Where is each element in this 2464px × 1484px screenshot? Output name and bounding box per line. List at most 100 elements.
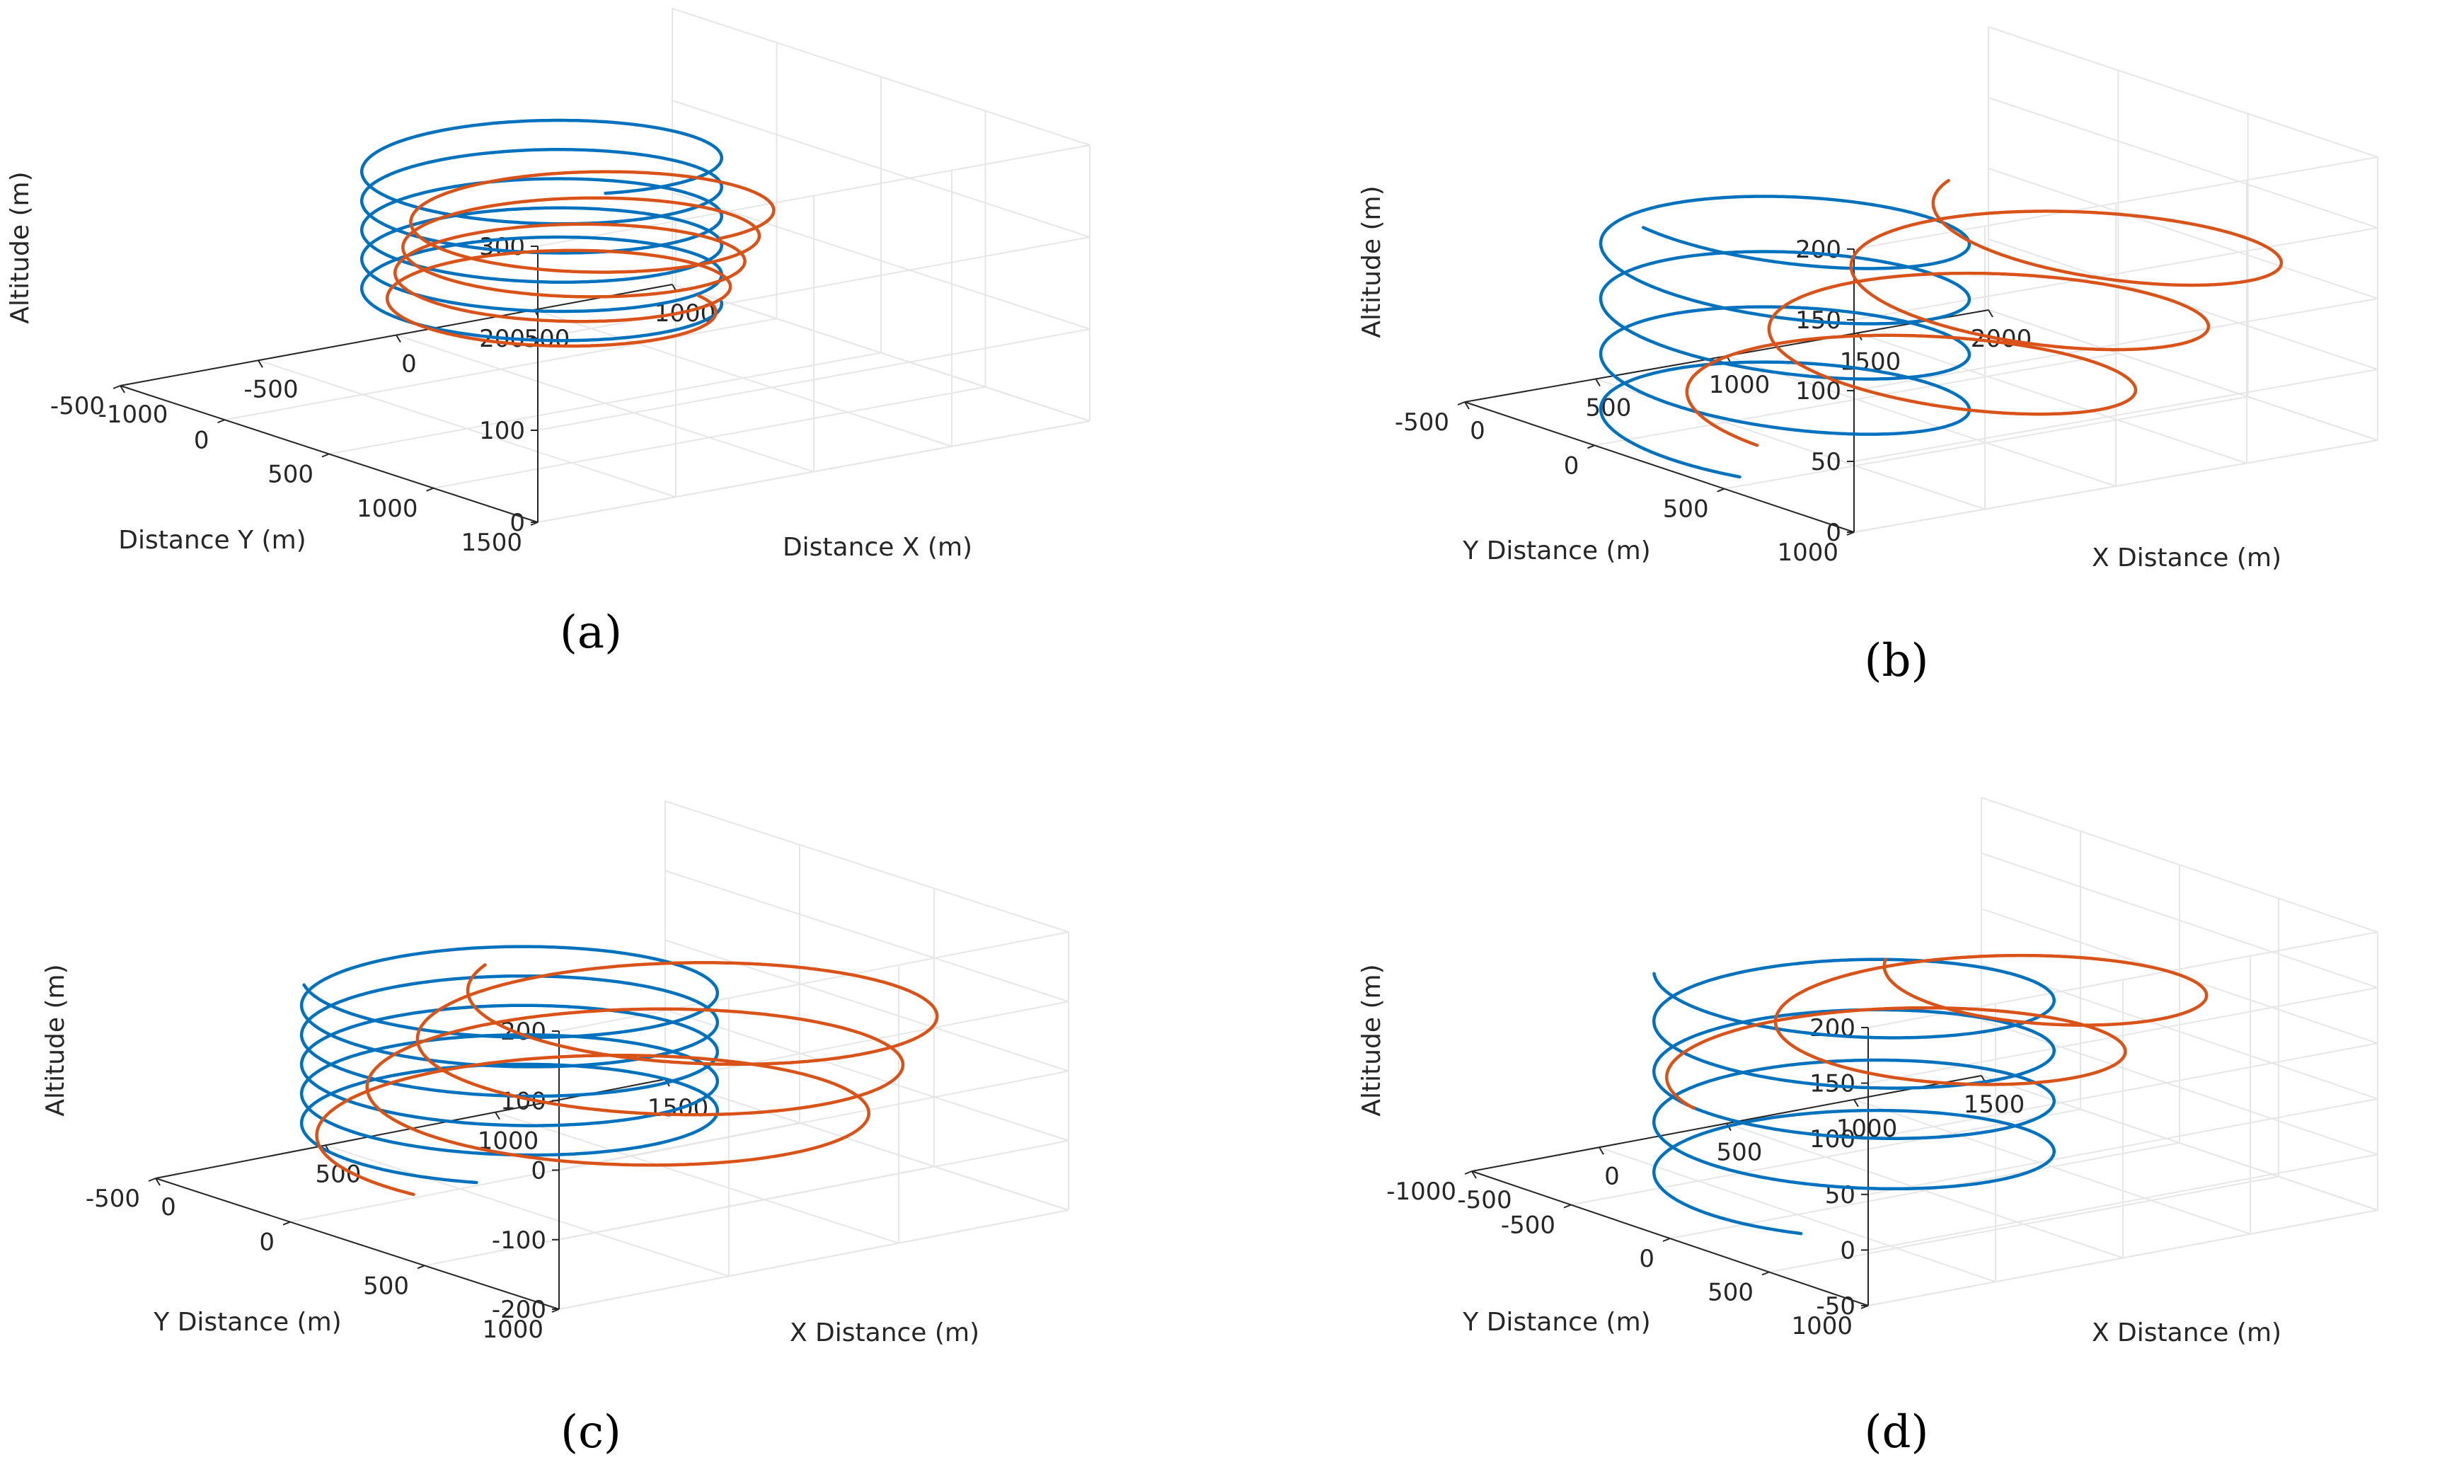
z-tick-label: 50 [1811, 448, 1841, 476]
x-tick-mark [495, 1112, 500, 1120]
grid-line [1853, 227, 2378, 321]
z-tick-label: 100 [1809, 1125, 1855, 1154]
y-tick-mark [426, 487, 434, 492]
z-tick-label: 0 [531, 1157, 546, 1185]
grid-line [672, 284, 1090, 422]
y-tick-label: 0 [194, 426, 209, 454]
series-line-orange [1665, 953, 2209, 1110]
grid-line [537, 236, 1090, 339]
series-line-orange [1685, 178, 2284, 447]
grid-line [1669, 1142, 2180, 1239]
y-axis-title: Y Distance (m) [1462, 536, 1650, 565]
grid-line [664, 870, 1069, 1003]
z-tick-label: -100 [492, 1226, 546, 1255]
z-tick-label: 0 [510, 509, 525, 537]
y-tick-label: -500 [1501, 1212, 1555, 1240]
grid-line [672, 100, 1090, 238]
grid-line [1988, 26, 2378, 158]
grid-line [1981, 963, 2378, 1100]
panel-a: -1000-50005001000-5000500100015000100200… [6, 8, 1090, 659]
grid-line [328, 352, 882, 455]
x-tick-label: 0 [1604, 1162, 1620, 1190]
y-tick-label: 500 [1708, 1279, 1754, 1307]
x-tick-mark [155, 1178, 161, 1186]
x-axis-title: X Distance (m) [2092, 1318, 2281, 1347]
x-tick-label: 1500 [1840, 348, 1901, 376]
y-tick-label: 500 [1663, 495, 1709, 524]
z-tick-label: 200 [1795, 236, 1841, 264]
grid-line [537, 420, 1090, 523]
x-tick-mark [1599, 1146, 1604, 1155]
x-tick-label: 500 [1586, 394, 1632, 422]
y-tick-label: -1000 [1386, 1178, 1456, 1206]
grid-line [672, 192, 1090, 330]
y-tick-label: -500 [50, 392, 105, 420]
grid-line [1981, 852, 2378, 989]
series-line-blue [1599, 195, 1971, 479]
y-tick-mark [217, 419, 225, 424]
x-tick-mark [1988, 309, 1993, 318]
grid-line [664, 939, 1069, 1072]
grid-line [325, 1144, 730, 1277]
z-tick-label: -50 [1816, 1292, 1855, 1321]
y-tick-label: 1000 [1791, 1312, 1853, 1340]
grid-line [1726, 355, 2117, 487]
x-tick-label: -1000 [98, 401, 168, 429]
x-tick-mark [1464, 401, 1470, 410]
x-tick-mark [1595, 378, 1601, 387]
y-tick-label: 1000 [1777, 539, 1838, 567]
grid-line [558, 1070, 1069, 1171]
grid-line [495, 1111, 899, 1244]
y-tick-mark [417, 1265, 425, 1270]
y-tick-label: 1000 [357, 495, 418, 523]
grid-line [1867, 1042, 2378, 1140]
z-axis-title: Altitude (m) [6, 171, 35, 323]
y-tick-label: 500 [267, 461, 313, 489]
y-axis-title: Y Distance (m) [1462, 1308, 1650, 1337]
grid [1464, 26, 2378, 533]
grid-line [672, 8, 1090, 146]
y-axis-line [155, 1178, 560, 1310]
grid-line [558, 1001, 1069, 1102]
grid-line [664, 800, 1069, 933]
panel-caption: (a) [560, 606, 622, 659]
y-tick-mark [282, 1221, 291, 1226]
grid [1471, 797, 2378, 1306]
grid-line [1988, 309, 2378, 441]
grid [120, 8, 1090, 523]
y-tick-mark [1662, 1238, 1671, 1242]
y-tick-mark [1457, 401, 1466, 405]
z-axis-title: Altitude (m) [1357, 964, 1386, 1116]
y-tick-label: -500 [86, 1185, 140, 1213]
grid-line [558, 1139, 1069, 1241]
grid-line [433, 386, 986, 489]
series-line-orange [315, 961, 939, 1197]
x-axis-title: Distance X (m) [783, 533, 972, 562]
x-tick-label: 1500 [1964, 1091, 2025, 1119]
z-tick-label: 0 [1840, 1236, 1855, 1265]
grid-line [1988, 168, 2378, 299]
y-tick-mark [1563, 1204, 1572, 1209]
grid-line [224, 318, 777, 421]
y-tick-mark [1761, 1271, 1770, 1276]
y-tick-label: 0 [1639, 1245, 1654, 1273]
y-tick-label: 1000 [482, 1316, 543, 1344]
grid-line [1724, 396, 2248, 490]
grid-line [1867, 1154, 2378, 1251]
panel-c: 050010001500-50005001000-200-1000100200X… [41, 800, 1069, 1459]
series-line-orange [385, 170, 776, 348]
y-tick-mark [148, 1178, 156, 1182]
y-tick-label: 0 [1564, 451, 1579, 480]
y-tick-mark [1587, 444, 1595, 449]
z-tick-label: 200 [1809, 1014, 1855, 1042]
y-tick-label: -500 [1395, 408, 1449, 437]
x-tick-mark [1853, 1099, 1859, 1108]
z-tick-label: 0 [1826, 519, 1841, 547]
grid-line [1867, 987, 2378, 1084]
x-axis-title: X Distance (m) [2092, 543, 2281, 573]
y-axis-line [1464, 401, 1855, 533]
x-tick-mark [258, 360, 263, 368]
x-tick-mark [1471, 1170, 1477, 1179]
